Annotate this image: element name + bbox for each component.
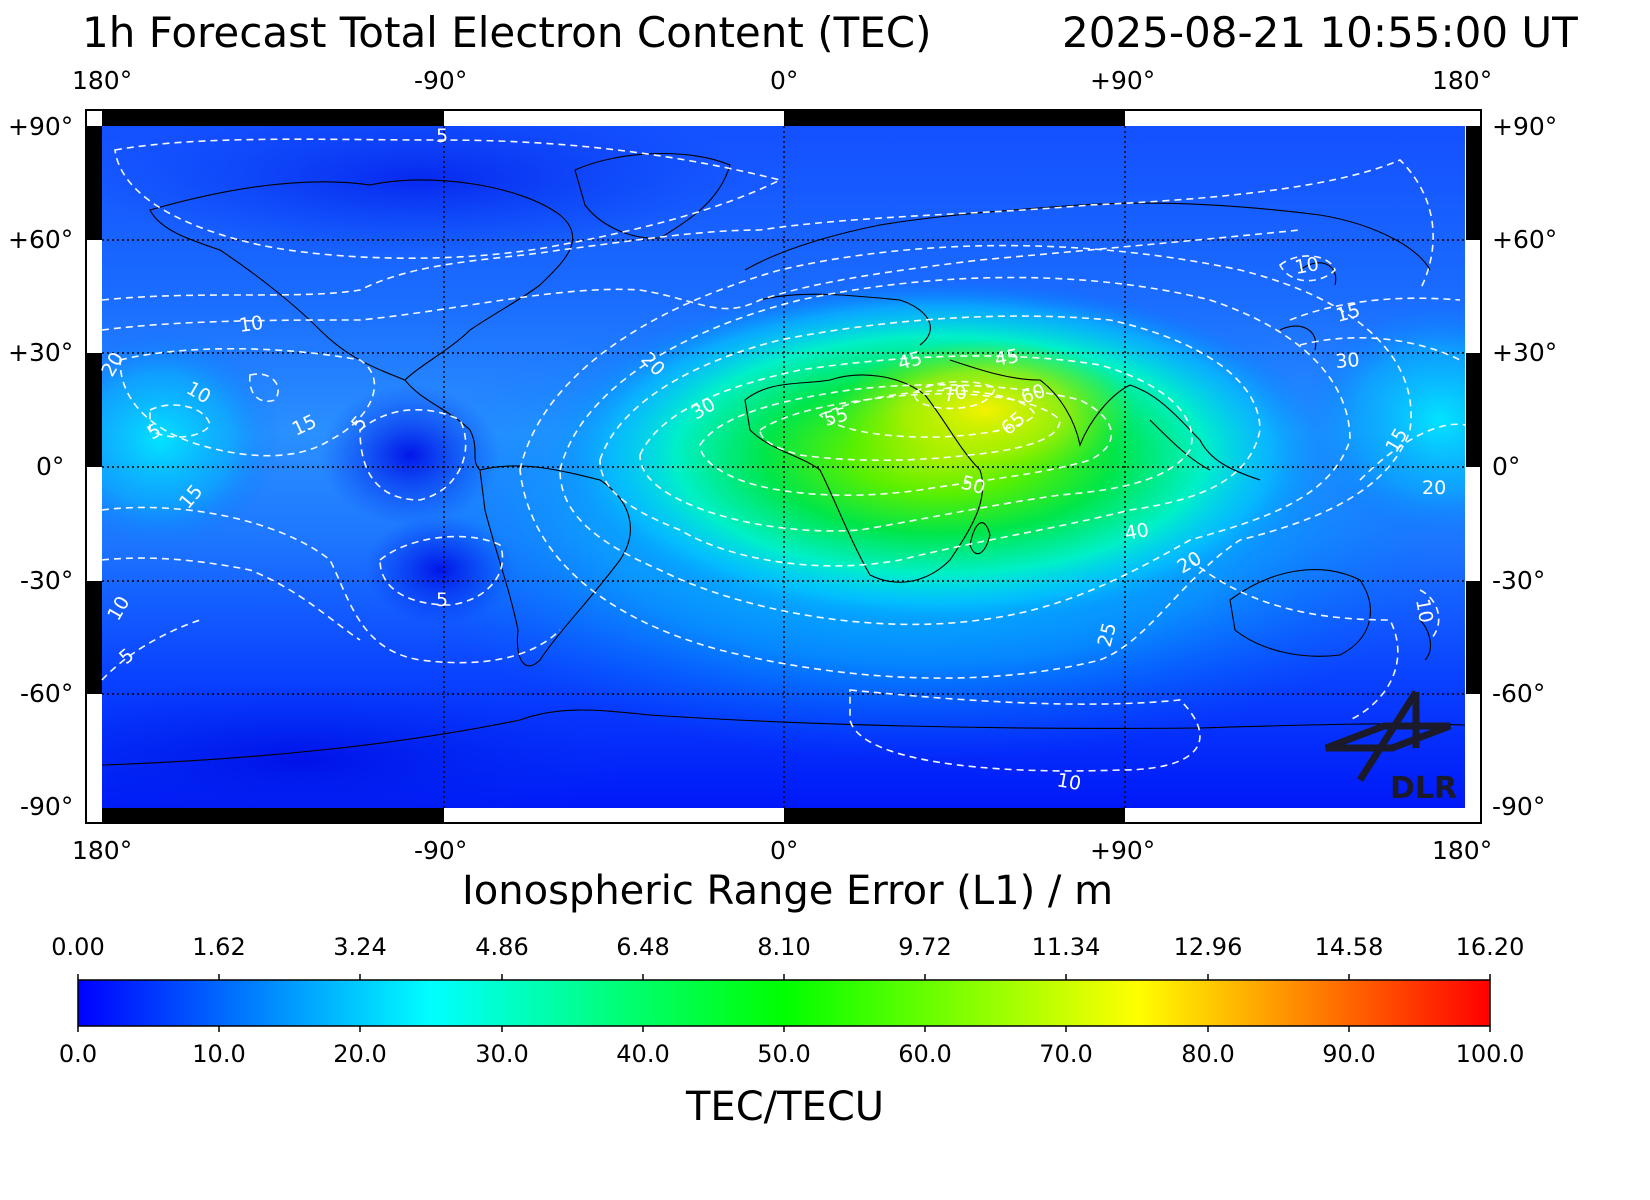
lon-label-bottom: -90° — [414, 836, 468, 865]
colorbar-bottom-tick: 60.0 — [898, 1040, 952, 1068]
lat-label-right: +60° — [1492, 225, 1558, 254]
lat-label-right: +90° — [1492, 112, 1558, 141]
lat-label-right: -60° — [1492, 679, 1546, 708]
colorbar-top-tick: 0.00 — [51, 933, 105, 961]
lat-label-left: -90° — [20, 792, 74, 821]
frame-checker-bars — [87, 111, 1480, 822]
contour-label: 5 — [436, 125, 448, 147]
lat-label-left: -60° — [20, 679, 74, 708]
colorbar-bottom-tick: 90.0 — [1322, 1040, 1376, 1068]
colorbar-bottom-tick: 0.0 — [58, 1040, 98, 1068]
lon-label-bottom: +90° — [1090, 836, 1156, 865]
dlr-logo-mark — [1324, 690, 1452, 782]
lon-label-bottom: 180° — [1432, 836, 1493, 865]
colorbar-bottom-tick: 100.0 — [1455, 1040, 1525, 1068]
lat-label-left: -30° — [20, 566, 74, 595]
dlr-logo-text: DLR — [1390, 771, 1457, 806]
contour-label: 40 — [1123, 519, 1151, 545]
tec-field — [102, 126, 1465, 808]
lon-label-top: +90° — [1090, 66, 1156, 95]
colorbar-bottom-title: TEC/TECU — [686, 1084, 885, 1130]
colorbar-ticks — [77, 974, 1491, 1032]
contour-label: 10 — [238, 312, 265, 337]
lat-label-right: -30° — [1492, 566, 1546, 595]
lat-label-left: +60° — [8, 225, 74, 254]
map-timestamp: 2025-08-21 10:55:00 UT — [1062, 8, 1578, 57]
contour-label: 30 — [1335, 349, 1361, 373]
lon-label-bottom: 0° — [770, 836, 799, 865]
grid-lines — [102, 126, 1465, 808]
colorbar-bottom-tick: 70.0 — [1039, 1040, 1093, 1068]
lon-label-top: 0° — [770, 66, 799, 95]
colorbar-top-tick: 3.24 — [333, 933, 387, 961]
colorbar-top-tick: 1.62 — [192, 933, 246, 961]
colorbar — [77, 979, 1491, 1027]
map-title: 1h Forecast Total Electron Content (TEC) — [82, 8, 932, 57]
contour-label: 70 — [941, 381, 969, 407]
colorbar-bottom-tick: 40.0 — [616, 1040, 670, 1068]
lon-label-top: 180° — [1432, 66, 1493, 95]
contour-label: 20 — [1422, 477, 1446, 499]
colorbar-top-tick: 11.34 — [1031, 933, 1101, 961]
contour-label: 10 — [1293, 253, 1321, 279]
lat-label-left: +30° — [8, 338, 74, 367]
lon-label-top: 180° — [72, 66, 133, 95]
contour-label: 5 — [436, 589, 448, 611]
colorbar-bottom-tick: 50.0 — [757, 1040, 811, 1068]
lon-label-top: -90° — [414, 66, 468, 95]
colorbar-bottom-tick: 30.0 — [475, 1040, 529, 1068]
lat-label-right: +30° — [1492, 338, 1558, 367]
tec-contours — [101, 138, 1466, 772]
lat-label-right: -90° — [1492, 792, 1546, 821]
lat-label-right: 0° — [1492, 452, 1521, 481]
lat-label-left: 0° — [36, 452, 65, 481]
dlr-logo: DLR — [1324, 690, 1457, 806]
lon-label-bottom: 180° — [72, 836, 133, 865]
colorbar-top-tick: 12.96 — [1173, 933, 1243, 961]
contour-label: 45 — [993, 345, 1021, 371]
colorbar-top-tick: 9.72 — [898, 933, 952, 961]
colorbar-top-title: Ionospheric Range Error (L1) / m — [462, 868, 1114, 914]
colorbar-top-tick: 6.48 — [616, 933, 670, 961]
colorbar-top-tick: 16.20 — [1455, 933, 1525, 961]
colorbar-bottom-tick: 20.0 — [333, 1040, 387, 1068]
colorbar-top-tick: 4.86 — [475, 933, 529, 961]
colorbar-bottom-tick: 80.0 — [1181, 1040, 1235, 1068]
colorbar-bottom-tick: 10.0 — [192, 1040, 246, 1068]
colorbar-top-tick: 14.58 — [1314, 933, 1384, 961]
colorbar-top-tick: 8.10 — [757, 933, 811, 961]
lat-label-left: +90° — [8, 112, 74, 141]
contour-label: 10 — [1411, 597, 1437, 625]
coastlines — [102, 152, 1465, 766]
contour-label: 10 — [1055, 769, 1083, 795]
